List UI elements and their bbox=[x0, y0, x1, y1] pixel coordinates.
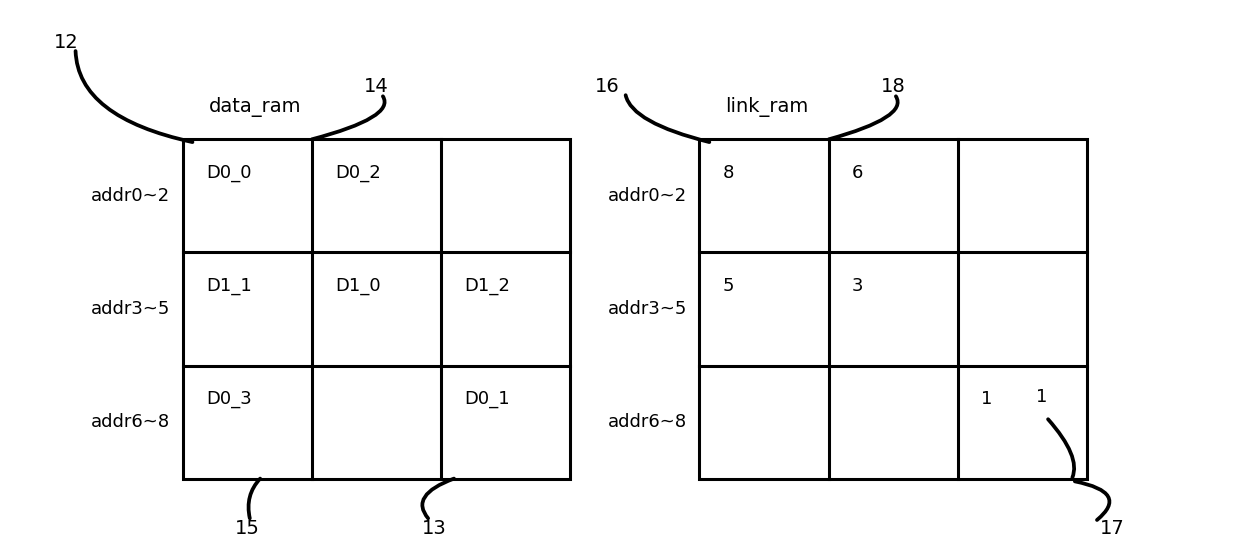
Text: D0_0: D0_0 bbox=[206, 164, 252, 182]
Text: addr3~5: addr3~5 bbox=[90, 300, 170, 318]
Text: D1_0: D1_0 bbox=[335, 277, 380, 295]
Text: addr0~2: addr0~2 bbox=[92, 187, 170, 205]
Text: 3: 3 bbox=[852, 277, 864, 295]
Text: addr6~8: addr6~8 bbox=[608, 413, 688, 431]
Text: 13: 13 bbox=[422, 519, 447, 538]
Text: D0_1: D0_1 bbox=[465, 390, 510, 408]
Text: 14: 14 bbox=[364, 77, 389, 96]
Bar bbox=[182, 139, 570, 479]
Text: addr6~8: addr6~8 bbox=[92, 413, 170, 431]
Text: addr0~2: addr0~2 bbox=[608, 187, 688, 205]
Text: D0_2: D0_2 bbox=[335, 164, 380, 182]
Text: 8: 8 bbox=[722, 164, 735, 182]
Text: data_ram: data_ram bbox=[208, 97, 301, 117]
Text: D1_1: D1_1 bbox=[206, 277, 252, 295]
Text: 6: 6 bbox=[852, 164, 864, 182]
Text: 1: 1 bbox=[981, 390, 992, 408]
Bar bbox=[700, 139, 1087, 479]
Text: 5: 5 bbox=[722, 277, 735, 295]
Text: addr3~5: addr3~5 bbox=[608, 300, 688, 318]
Text: 17: 17 bbox=[1099, 519, 1124, 538]
Text: D1_2: D1_2 bbox=[465, 277, 510, 295]
Text: 15: 15 bbox=[234, 519, 260, 538]
Text: 12: 12 bbox=[53, 33, 78, 52]
Text: 1: 1 bbox=[1036, 388, 1048, 406]
Text: 16: 16 bbox=[595, 77, 620, 96]
Text: link_ram: link_ram bbox=[725, 97, 809, 117]
Text: D0_3: D0_3 bbox=[206, 390, 252, 408]
Text: 18: 18 bbox=[881, 77, 906, 96]
